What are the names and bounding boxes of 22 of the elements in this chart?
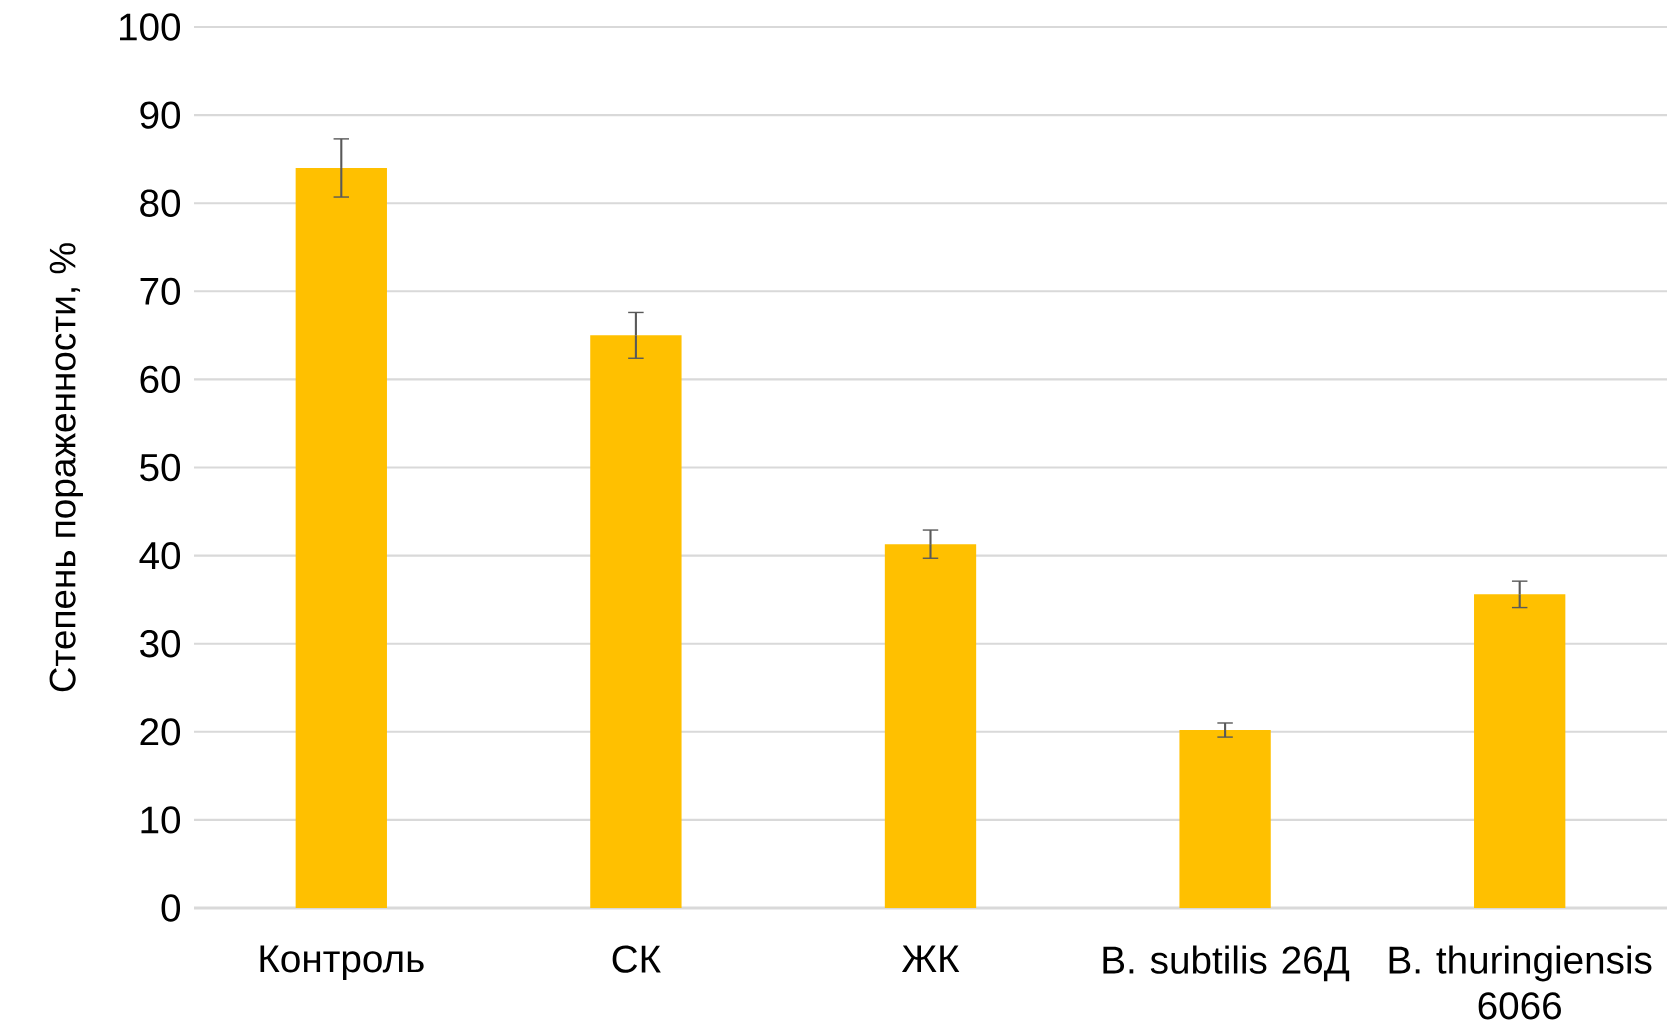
- y-tick-label: 100: [120, 13, 181, 41]
- bar: [295, 167, 387, 908]
- x-tick-label: B. thuringiensis 6066: [1389, 945, 1652, 1020]
- y-tick-label: 40: [139, 541, 181, 570]
- y-tick-label: 0: [161, 894, 181, 922]
- x-tick-label: B. subtilis 26Д: [1103, 945, 1350, 982]
- x-tick-label: Контроль: [260, 945, 424, 981]
- x-tick-label: СК: [612, 945, 661, 973]
- y-tick-label: 50: [140, 453, 181, 482]
- bar: [1474, 594, 1566, 908]
- bar: [590, 335, 682, 908]
- y-tick-label: 90: [140, 101, 181, 129]
- y-tick-label: 30: [140, 630, 181, 658]
- x-tick-label: ЖК: [901, 945, 960, 973]
- y-tick-label: 70: [140, 277, 181, 305]
- y-tick-label: 60: [140, 365, 181, 394]
- bar: [884, 544, 977, 908]
- bar: [1179, 730, 1271, 908]
- y-axis-title: Степень пораженности, %: [49, 243, 83, 692]
- y-tick-label: 10: [141, 806, 181, 834]
- y-tick-label: 80: [140, 189, 181, 217]
- y-tick-label: 20: [140, 718, 181, 746]
